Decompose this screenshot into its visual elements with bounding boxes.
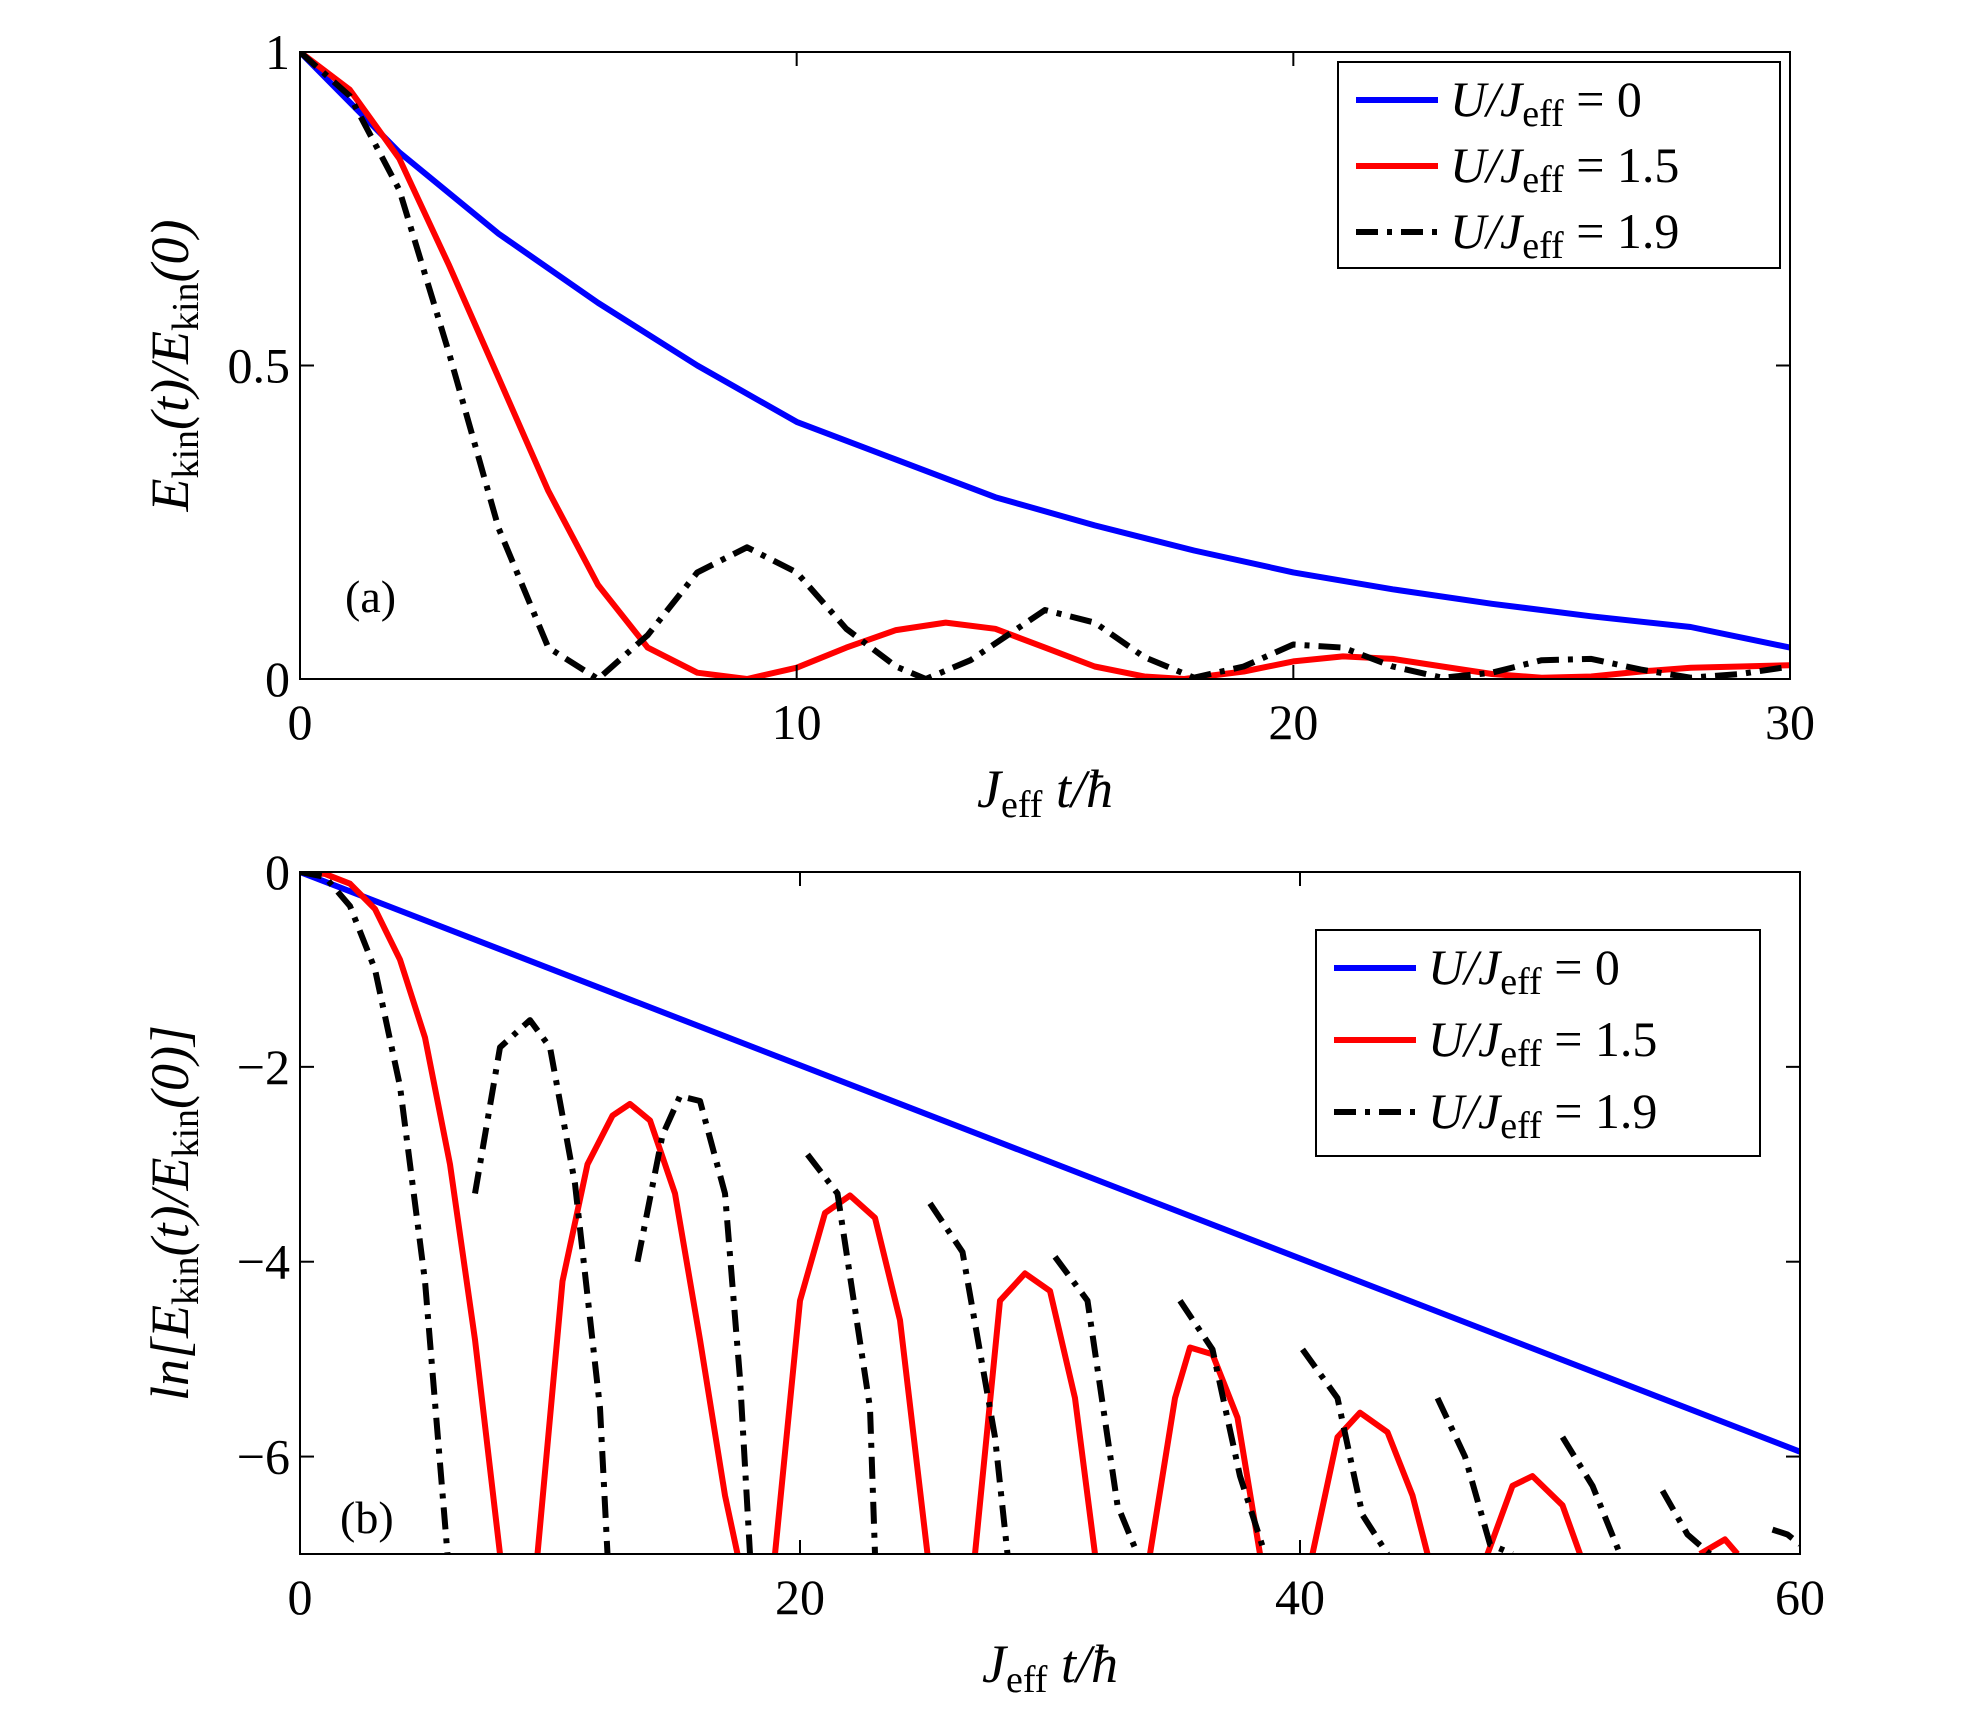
x-tick-label: 20 [1268,694,1318,750]
y-tick-label: 0.5 [228,338,291,394]
legend-entry-3: U/Jeff = 1.9 [1450,203,1679,267]
legend-entry-1: U/Jeff = 0 [1450,71,1642,135]
series-line-2 [300,52,1790,679]
y-axis-label: ln[Ekin(t)/Ekin(0)] [140,1025,207,1401]
plot-area [300,872,1800,1554]
x-tick-label: 0 [288,1569,313,1625]
x-tick-label: 60 [1775,1569,1825,1625]
series-line-3 [300,872,1800,1554]
legend: U/Jeff = 0 U/Jeff = 1.5 U/Jeff = 1.9 [1315,929,1761,1157]
y-tick-label: 1 [265,24,290,80]
series-line-1 [300,52,1790,651]
panel-label: (a) [345,571,396,622]
x-tick-label: 30 [1765,694,1815,750]
legend-entry-2: U/Jeff = 1.5 [1428,1011,1657,1075]
legend-entry-1: U/Jeff = 0 [1428,939,1620,1003]
y-tick-label: 0 [265,844,290,900]
series-line-2 [300,872,1740,1554]
y-tick-label: −2 [237,1039,290,1095]
panel-b-chart: 0 20 40 60 0 −2 −4 −6 Jeff t/ħ ln[Ekin(t)/Ekin(0)… [140,844,1825,1701]
y-tick-label: 0 [265,651,290,707]
plot-area [300,52,1790,679]
series-line-3 [300,52,1790,679]
x-tick-label: 40 [1275,1569,1325,1625]
series-line-1 [300,872,1800,1455]
x-tick-label: 20 [775,1569,825,1625]
x-tick-label: 0 [288,694,313,750]
y-axis-label: Ekin(t)/Ekin(0) [140,219,207,512]
legend-entry-3: U/Jeff = 1.9 [1428,1083,1657,1147]
y-tick-label: −4 [237,1234,290,1290]
x-tick-label: 10 [772,694,822,750]
legend: U/Jeff = 0U/Jeff = 1.5U/Jeff = 1.9 [1337,61,1781,269]
axes-frame [299,871,1801,1555]
legend-entry-2: U/Jeff = 1.5 [1450,137,1679,201]
x-axis-label: Jeff t/ħ [982,1634,1118,1701]
panel-a-chart: 0 10 20 30 0 0.5 1 Jeff t/ħ Ekin(t)/Ekin(0) (a) U/… [140,24,1815,826]
x-axis-label: Jeff t/ħ [977,759,1113,826]
y-tick-label: −6 [237,1429,290,1485]
panel-label: (b) [340,1492,394,1543]
